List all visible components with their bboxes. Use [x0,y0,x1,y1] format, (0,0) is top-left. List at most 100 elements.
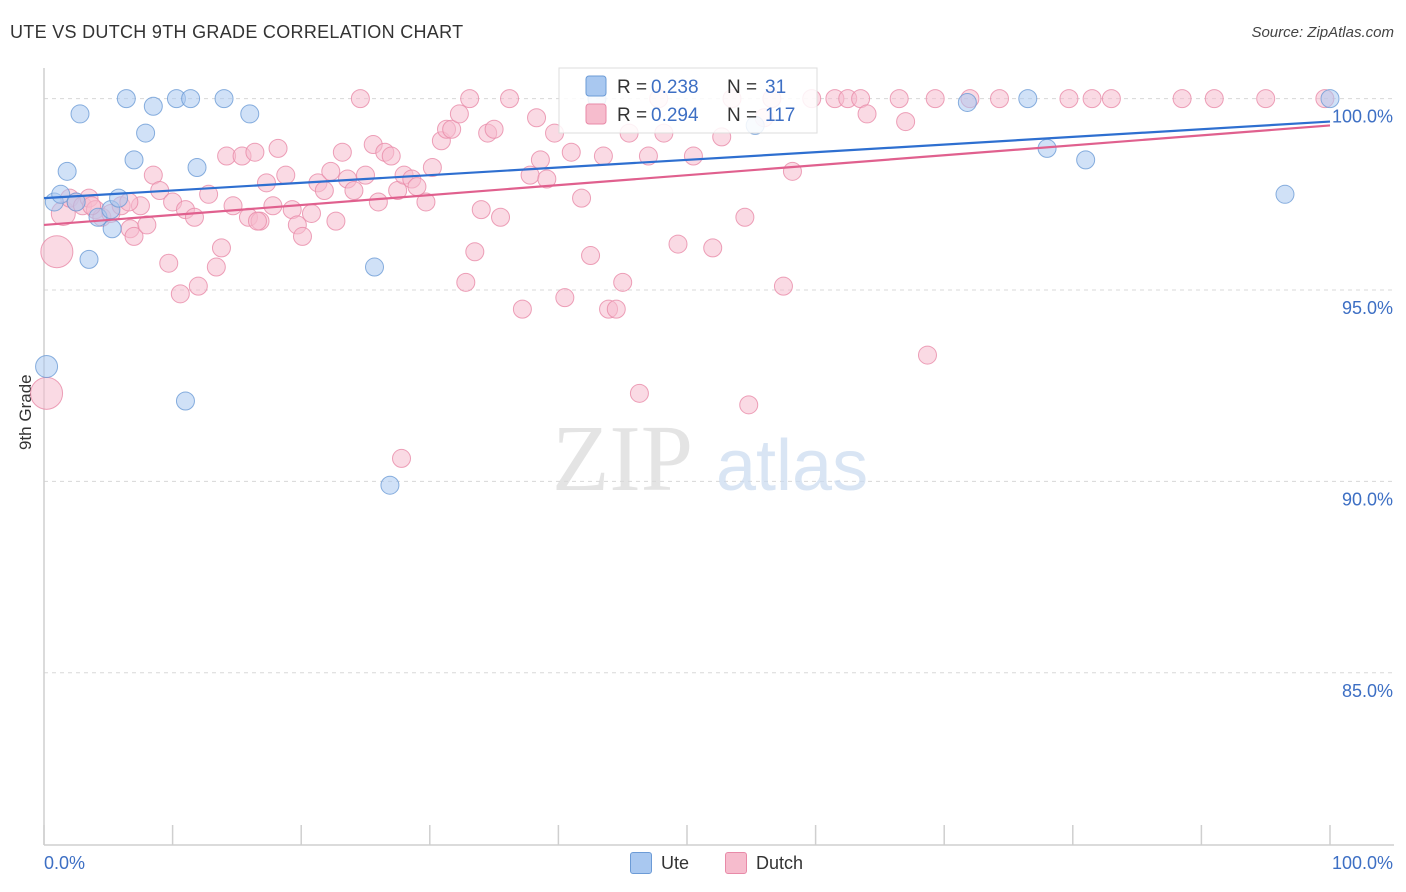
legend-swatch-ute [585,75,607,97]
point-dutch [159,253,179,273]
point-dutch [268,138,288,158]
point-dutch [1204,89,1224,109]
watermark: ZIP atlas [552,407,868,511]
correlation-legend: R = 0.238 N = 31 R = 0.294 N = 117 [558,67,818,134]
legend-r-value: 0.238 [651,77,699,98]
point-dutch [537,169,557,189]
point-ute [1275,184,1295,204]
point-dutch [613,272,633,292]
point-dutch [471,200,491,220]
point-ute [116,89,136,109]
gridlines [44,98,1394,674]
point-dutch [124,226,144,246]
point-dutch [356,165,375,185]
point-ute [57,161,77,181]
point-ute [102,219,122,239]
point-dutch [606,299,626,319]
point-dutch [581,246,601,266]
point-dutch [629,383,649,403]
legend-item-dutch: Dutch [725,852,803,874]
point-dutch [773,276,793,296]
point-dutch [442,119,462,139]
point-dutch [739,395,759,415]
point-dutch [1256,89,1276,109]
point-dutch [1101,89,1121,109]
legend-label-ute: Ute [661,852,690,873]
point-dutch [530,150,550,170]
point-dutch [344,180,364,200]
point-dutch [350,89,370,109]
point-dutch [683,146,703,166]
point-dutch [896,112,916,132]
dutch-swatch [725,852,748,874]
point-dutch [276,165,296,185]
legend-swatch-dutch [585,103,607,125]
point-dutch [137,215,157,235]
legend-r-label: R = [617,77,647,98]
point-dutch [245,142,265,162]
point-ute [1320,89,1340,109]
point-dutch [500,89,520,109]
point-dutch [449,104,469,124]
watermark-zip: ZIP [552,407,693,511]
point-dutch [465,242,485,262]
point-ute [1018,89,1038,109]
point-dutch [247,211,267,231]
point-dutch [512,299,532,319]
point-dutch [381,146,401,166]
point-dutch [491,207,511,227]
point-dutch [917,345,937,365]
point-ute [240,104,260,124]
point-dutch [416,192,436,212]
legend-label-dutch: Dutch [756,852,804,873]
legend-r-label: R = [617,105,647,126]
point-ute [187,158,207,178]
trend-line-ute [43,120,1331,200]
point-dutch [188,276,208,296]
legend-r-value: 0.294 [651,105,699,126]
point-dutch [889,89,909,109]
point-ute [181,89,201,109]
point-ute [214,89,234,109]
point-dutch [184,207,204,227]
trend-lines [43,120,1331,227]
point-dutch [857,104,877,124]
legend-n-label: N = [727,77,757,98]
point-ute [35,355,59,379]
series-legend: Ute Dutch [630,852,829,874]
point-ute [175,391,195,411]
point-dutch [561,142,581,162]
point-dutch [301,203,321,223]
legend-n-label: N = [727,105,757,126]
point-dutch [422,158,442,178]
point-ute [136,123,156,143]
trend-line-dutch [43,124,1331,227]
x-tick-label-max: 100.0% [1332,853,1393,873]
point-dutch [211,238,231,258]
point-dutch [326,211,346,231]
point-ute [380,475,400,495]
point-dutch [1082,89,1102,109]
point-ute [143,96,163,116]
y-tick-label: 95.0% [1342,298,1393,318]
point-dutch [40,235,74,269]
point-dutch [199,184,219,204]
point-dutch [1172,89,1192,109]
tick-labels: 100.0% 95.0% 90.0% 85.0% 0.0% 100.0% [44,107,1393,873]
point-dutch [392,448,412,468]
point-dutch [572,188,592,208]
point-dutch [555,288,575,308]
point-dutch [527,108,547,128]
point-dutch [456,272,476,292]
point-ute [109,188,129,208]
point-dutch [314,180,334,200]
point-ute [1076,150,1096,170]
source-label: Source: ZipAtlas.com [1251,24,1394,41]
y-tick-label: 85.0% [1342,681,1393,701]
point-dutch [925,89,945,109]
point-ute [70,104,90,124]
point-dutch [703,238,723,258]
point-dutch [256,173,276,193]
point-dutch [292,226,312,246]
